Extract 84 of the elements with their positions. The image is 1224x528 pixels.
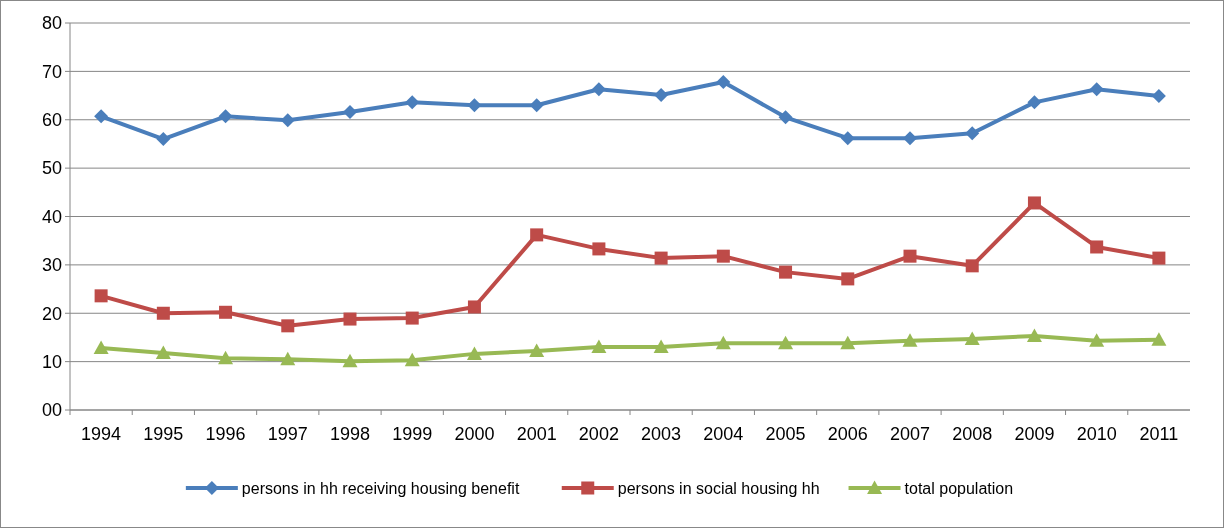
point: [343, 105, 357, 120]
point: [964, 331, 980, 345]
point: [965, 259, 979, 273]
point: [591, 82, 606, 97]
x-tick-label: 2000: [454, 424, 495, 444]
y-tick-label: 40: [41, 206, 62, 227]
point: [467, 98, 482, 113]
point: [467, 300, 481, 314]
x-tick-label: 2005: [765, 424, 806, 444]
x-tick-label: 2004: [703, 424, 744, 444]
x-tick-label: 2002: [578, 424, 619, 444]
point: [405, 95, 420, 110]
point: [1027, 196, 1041, 210]
point: [280, 351, 296, 366]
point: [404, 352, 420, 367]
x-tick-label: 1995: [143, 424, 184, 444]
point: [715, 335, 731, 350]
point: [903, 131, 917, 146]
point: [716, 75, 731, 90]
point: [530, 228, 544, 242]
point: [902, 333, 918, 347]
point: [343, 312, 357, 326]
point: [94, 289, 108, 303]
point: [1026, 328, 1042, 342]
y-tick-label: 30: [41, 255, 62, 276]
legend-label: persons in social housing hh: [617, 479, 820, 497]
point: [654, 251, 668, 265]
point: [1027, 95, 1042, 110]
x-tick-label: 1996: [205, 424, 246, 444]
point: [1089, 82, 1104, 97]
point: [342, 353, 358, 368]
point: [94, 109, 109, 124]
x-tick-label: 2009: [1014, 424, 1055, 444]
x-tick-label: 1997: [267, 424, 308, 444]
point: [155, 345, 171, 359]
y-tick-label: 00: [41, 400, 62, 421]
x-tick-label: 2006: [827, 424, 868, 444]
point: [1152, 251, 1166, 265]
legend-label: total population: [904, 479, 1014, 497]
x-tick-label: 2010: [1076, 424, 1117, 444]
x-tick-label: 1998: [329, 424, 371, 444]
point: [219, 305, 233, 319]
x-tick-label: 2003: [641, 424, 682, 444]
x-tick-label: 1999: [392, 424, 433, 444]
point: [1151, 89, 1166, 104]
point: [280, 113, 295, 128]
point: [591, 339, 607, 354]
point: [778, 110, 793, 125]
point: [156, 132, 171, 147]
point: [281, 319, 295, 333]
x-tick-label: 2001: [516, 424, 557, 444]
point: [592, 242, 606, 256]
y-tick-label: 10: [41, 351, 62, 372]
point: [965, 126, 980, 141]
x-tick-label: 1994: [81, 424, 122, 444]
point: [529, 343, 545, 357]
point: [156, 306, 170, 320]
x-tick-label: 2007: [889, 424, 931, 444]
point: [1089, 333, 1105, 347]
point: [218, 350, 234, 365]
point: [778, 335, 794, 350]
point: [903, 249, 917, 263]
point: [653, 339, 669, 354]
y-tick-label: 20: [41, 303, 62, 324]
point: [841, 272, 855, 286]
point: [840, 335, 856, 350]
point: [654, 88, 669, 103]
point: [466, 346, 482, 360]
x-tick-label: 2011: [1139, 424, 1179, 444]
point: [716, 249, 730, 263]
y-tick-label: 70: [41, 61, 62, 82]
y-tick-label: 60: [41, 110, 62, 131]
y-tick-label: 50: [41, 158, 62, 179]
point: [93, 340, 109, 355]
point: [779, 265, 793, 279]
legend-label: persons in hh receiving housing benefit: [241, 479, 520, 497]
point: [218, 109, 233, 124]
y-tick-label: 80: [41, 13, 62, 34]
point: [1090, 240, 1104, 254]
x-tick-label: 2008: [952, 424, 993, 444]
point: [529, 98, 544, 113]
point: [405, 311, 419, 325]
point: [840, 131, 855, 146]
point: [1151, 332, 1167, 346]
